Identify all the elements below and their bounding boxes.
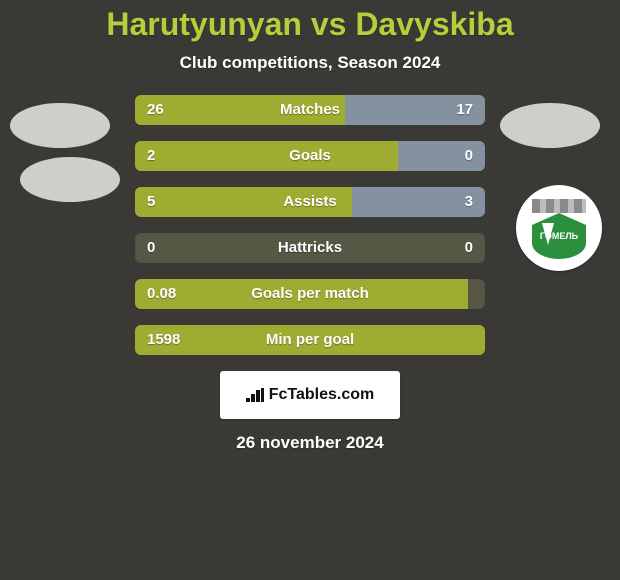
player-placeholder-icon <box>500 103 600 148</box>
stat-row-assists: 5 Assists 3 <box>135 187 485 217</box>
stat-label: Goals per match <box>135 279 485 309</box>
page-subtitle: Club competitions, Season 2024 <box>0 53 620 73</box>
stat-label: Assists <box>135 187 485 217</box>
stat-right-value: 0 <box>465 233 473 263</box>
date-label: 26 november 2024 <box>0 433 620 453</box>
stat-right-value: 17 <box>456 95 473 125</box>
stat-right-value: 0 <box>465 141 473 171</box>
player-placeholder-icon <box>20 157 120 202</box>
stat-label: Matches <box>135 95 485 125</box>
brand-text: FcTables.com <box>269 386 375 404</box>
stats-area: ГОМЕЛЬ 26 Matches 17 2 Goals 0 5 <box>0 95 620 453</box>
stat-row-goals-per-match: 0.08 Goals per match <box>135 279 485 309</box>
comparison-card: Harutyunyan vs Davyskiba Club competitio… <box>0 0 620 580</box>
stat-right-value: 3 <box>465 187 473 217</box>
stat-row-min-per-goal: 1598 Min per goal <box>135 325 485 355</box>
stat-rows: 26 Matches 17 2 Goals 0 5 Assists 3 <box>135 95 485 355</box>
svg-text:ГОМЕЛЬ: ГОМЕЛЬ <box>540 231 579 241</box>
player-placeholder-icon <box>10 103 110 148</box>
brand-bars-icon <box>246 388 264 402</box>
stat-row-hattricks: 0 Hattricks 0 <box>135 233 485 263</box>
team-logo: ГОМЕЛЬ <box>516 185 602 271</box>
brand-badge: FcTables.com <box>220 371 400 419</box>
stat-label: Hattricks <box>135 233 485 263</box>
page-title: Harutyunyan vs Davyskiba <box>0 6 620 43</box>
stat-row-goals: 2 Goals 0 <box>135 141 485 171</box>
stat-label: Goals <box>135 141 485 171</box>
stat-label: Min per goal <box>135 325 485 355</box>
stat-row-matches: 26 Matches 17 <box>135 95 485 125</box>
